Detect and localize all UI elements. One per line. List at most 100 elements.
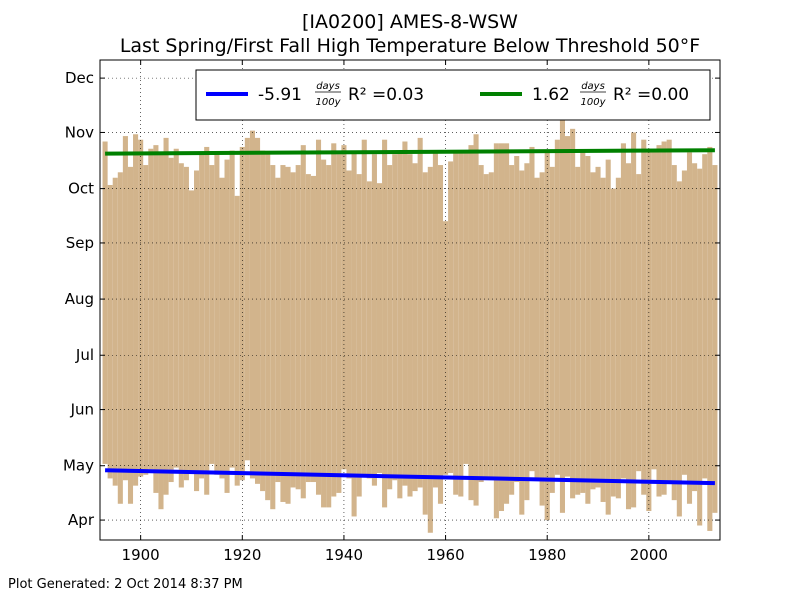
year-bar bbox=[387, 165, 393, 490]
plot-generated-note: Plot Generated: 2 Oct 2014 8:37 PM bbox=[8, 577, 243, 592]
year-bar bbox=[102, 141, 108, 464]
y-tick-label: Sep bbox=[66, 234, 94, 252]
year-bar bbox=[544, 150, 550, 521]
year-bar bbox=[524, 163, 530, 501]
year-bar bbox=[127, 166, 134, 504]
chart-subtitle: Last Spring/First Fall High Temperature … bbox=[120, 35, 700, 57]
year-bar bbox=[676, 181, 682, 517]
legend-spring-slope: -5.91 bbox=[258, 85, 302, 105]
year-bar bbox=[570, 128, 576, 499]
legend: -5.91 days 100y R² =0.03 1.62 days 100y … bbox=[195, 69, 711, 121]
year-bar bbox=[356, 174, 362, 497]
year-bar bbox=[351, 150, 357, 517]
year-bar bbox=[661, 141, 667, 495]
year-bar bbox=[183, 166, 189, 481]
year-bar bbox=[382, 139, 388, 508]
year-bar bbox=[448, 161, 454, 473]
year-bar bbox=[234, 195, 240, 486]
year-bar bbox=[366, 181, 372, 479]
y-tick-label: Jul bbox=[75, 346, 94, 364]
year-bar bbox=[270, 165, 276, 510]
y-tick-label: Dec bbox=[65, 69, 94, 87]
year-bar bbox=[681, 170, 687, 475]
year-bar bbox=[636, 174, 642, 472]
chart-title: [IA0200] AMES-8-WSW bbox=[302, 11, 518, 33]
year-bar bbox=[143, 165, 149, 475]
year-bar bbox=[534, 177, 540, 481]
legend-fall-slope: 1.62 bbox=[532, 85, 570, 105]
year-bar bbox=[341, 145, 347, 470]
year-bar bbox=[361, 139, 367, 475]
x-tick-label: 1960 bbox=[426, 546, 464, 564]
year-bar bbox=[620, 143, 626, 479]
year-bar bbox=[295, 165, 301, 490]
year-bar bbox=[468, 145, 474, 501]
year-bar bbox=[651, 152, 657, 470]
year-bar bbox=[321, 159, 327, 508]
year-bar bbox=[255, 137, 261, 484]
y-tick-label: Apr bbox=[68, 511, 95, 529]
year-bar bbox=[148, 148, 154, 470]
year-bar bbox=[153, 145, 159, 493]
y-tick-label: Oct bbox=[68, 180, 94, 198]
legend-spring-frac-num: days bbox=[316, 81, 340, 92]
year-bar bbox=[280, 165, 286, 502]
year-bar bbox=[300, 145, 306, 499]
year-bar bbox=[483, 174, 489, 477]
trend-lines bbox=[105, 148, 715, 486]
year-bar bbox=[133, 134, 139, 486]
year-bar bbox=[199, 154, 205, 479]
year-bar bbox=[310, 175, 316, 483]
legend-box bbox=[195, 69, 711, 121]
year-bar bbox=[163, 137, 169, 495]
year-bar bbox=[188, 190, 195, 473]
year-bar bbox=[605, 159, 611, 515]
legend-fall-frac-num: days bbox=[581, 81, 605, 92]
year-bar bbox=[631, 132, 637, 508]
y-tick-label: May bbox=[63, 457, 94, 475]
y-tick-label: Aug bbox=[65, 290, 94, 308]
year-bar bbox=[397, 152, 403, 499]
legend-spring-r2: R² =0.03 bbox=[348, 85, 424, 105]
year-bar bbox=[168, 157, 174, 483]
year-bar bbox=[519, 170, 525, 515]
year-bar bbox=[331, 143, 337, 497]
year-bar bbox=[529, 146, 535, 472]
year-bar bbox=[249, 130, 255, 479]
year-bar bbox=[432, 152, 438, 488]
year-bar bbox=[326, 165, 332, 508]
year-bar bbox=[702, 154, 708, 479]
year-bar bbox=[493, 143, 499, 519]
plot-frame bbox=[99, 59, 721, 541]
fall-trend-line bbox=[105, 148, 715, 156]
year-bar bbox=[209, 165, 215, 464]
year-bar bbox=[463, 150, 469, 464]
year-bar bbox=[600, 177, 606, 502]
year-bar bbox=[275, 177, 281, 483]
legend-spring-frac-den: 100y bbox=[315, 97, 341, 108]
x-tick-label: 1900 bbox=[122, 546, 160, 564]
year-bar bbox=[376, 183, 383, 473]
year-bar bbox=[407, 154, 413, 497]
year-bar bbox=[565, 136, 571, 477]
year-bar bbox=[595, 166, 601, 488]
x-tick-label: 1920 bbox=[223, 546, 261, 564]
year-bar bbox=[575, 166, 581, 495]
year-bar bbox=[615, 177, 621, 499]
year-bar bbox=[697, 168, 703, 526]
year-bar bbox=[666, 139, 672, 484]
year-bar bbox=[514, 156, 520, 483]
year-bar bbox=[239, 146, 245, 481]
year-bar bbox=[305, 174, 311, 483]
year-bar bbox=[229, 150, 235, 468]
year-bar bbox=[315, 139, 322, 495]
y-tick-label: Jun bbox=[70, 401, 94, 419]
year-bar bbox=[417, 137, 423, 488]
year-bar bbox=[204, 146, 210, 495]
year-bar bbox=[539, 172, 545, 506]
year-bar bbox=[158, 154, 164, 510]
year-bar bbox=[554, 139, 560, 475]
year-bar bbox=[549, 166, 555, 493]
year-bar bbox=[504, 143, 510, 504]
year-bar bbox=[625, 163, 632, 510]
